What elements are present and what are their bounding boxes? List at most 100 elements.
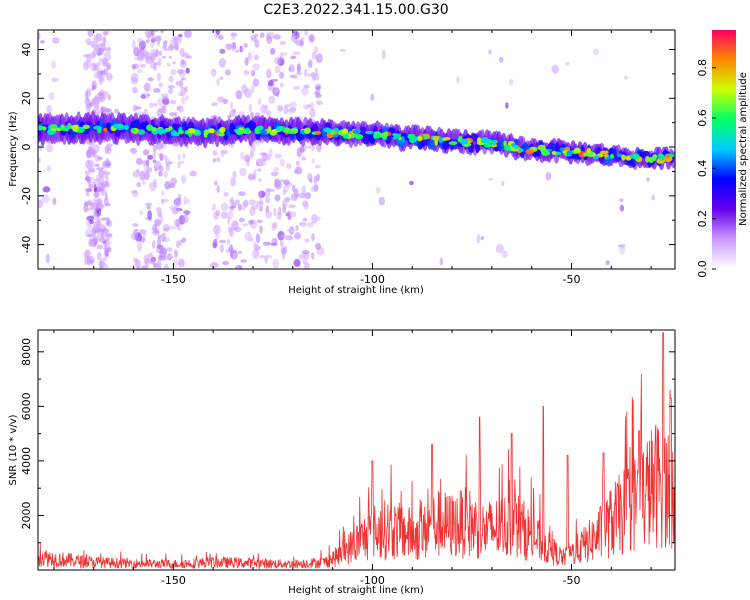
noise-cell xyxy=(82,61,89,71)
ridge-core-cell xyxy=(424,135,428,140)
snr-ylabel: SNR (10 * v/v) xyxy=(8,414,19,485)
noise-cell xyxy=(94,163,100,167)
noise-cell xyxy=(141,172,146,182)
noise-cell xyxy=(315,242,322,250)
noise-cell xyxy=(175,240,180,249)
noise-cell xyxy=(157,237,162,247)
noise-cell xyxy=(259,32,265,39)
ridge-core-cell xyxy=(174,132,180,137)
noise-cell xyxy=(87,255,95,265)
noise-cell xyxy=(178,33,183,38)
noise-cell xyxy=(103,92,109,98)
noise-cell xyxy=(219,76,224,81)
noise-cell xyxy=(132,189,139,198)
y-tick-label: 40 xyxy=(20,43,33,57)
noise-cell xyxy=(281,234,287,239)
noise-cell xyxy=(177,160,185,164)
noise-cell xyxy=(104,183,111,188)
ridge-core-cell xyxy=(207,128,215,134)
noise-cell xyxy=(288,64,295,73)
noise-cell xyxy=(85,188,93,193)
noise-cell xyxy=(161,190,165,196)
noise-cell xyxy=(88,147,93,151)
noise-cell xyxy=(160,232,166,243)
noise-cell xyxy=(285,163,292,169)
noise-cell xyxy=(181,214,189,224)
noise-cell xyxy=(137,242,143,252)
noise-cell xyxy=(265,154,271,161)
noise-cell xyxy=(294,232,302,240)
noise-cell xyxy=(132,64,136,70)
noise-cell xyxy=(269,47,276,55)
noise-cell xyxy=(163,40,168,44)
ridge-core-cell xyxy=(74,124,79,130)
noise-cell xyxy=(381,49,386,60)
noise-cell xyxy=(301,250,310,255)
ridge-core-cell xyxy=(59,127,69,131)
noise-cell xyxy=(185,95,189,101)
noise-cell xyxy=(93,184,97,193)
noise-cell xyxy=(89,242,93,248)
noise-cell xyxy=(141,181,147,185)
noise-cell xyxy=(228,227,234,237)
noise-cell xyxy=(238,217,245,223)
noise-cell xyxy=(139,63,146,68)
noise-cell xyxy=(156,72,161,82)
noise-cell xyxy=(106,64,112,70)
noise-cell xyxy=(157,170,163,177)
noise-cell xyxy=(263,105,269,110)
ridge-core-cell xyxy=(599,150,609,155)
noise-cell xyxy=(106,217,110,226)
x-tick-label: -50 xyxy=(563,574,581,587)
noise-cell xyxy=(92,149,97,158)
spectrogram-xlabel: Height of straight line (km) xyxy=(288,285,424,296)
ridge-core-cell xyxy=(477,137,482,144)
noise-cell xyxy=(217,96,225,103)
noise-cell xyxy=(83,100,91,105)
noise-cell xyxy=(258,178,262,183)
noise-cell xyxy=(488,177,493,181)
noise-cell xyxy=(82,54,90,58)
noise-cell xyxy=(265,210,273,219)
noise-cell xyxy=(215,209,221,216)
noise-cell xyxy=(107,247,112,253)
noise-cell xyxy=(104,233,113,238)
noise-cell xyxy=(170,99,177,105)
noise-cell xyxy=(168,183,176,189)
ridge-core-cell xyxy=(49,124,58,130)
noise-cell xyxy=(101,58,108,65)
noise-cell xyxy=(222,260,230,266)
ridge-core-cell xyxy=(551,151,557,155)
noise-cell xyxy=(178,153,181,161)
noise-cell xyxy=(103,68,109,76)
noise-cell xyxy=(89,202,95,211)
noise-cell xyxy=(303,104,310,110)
noise-cell xyxy=(141,230,147,237)
noise-cell xyxy=(107,45,111,55)
noise-cell xyxy=(314,73,320,81)
noise-cell xyxy=(114,108,120,114)
ridge-core-cell xyxy=(459,138,468,145)
noise-cell xyxy=(300,87,309,96)
noise-cell xyxy=(93,35,99,41)
noise-cell xyxy=(624,75,629,80)
noise-cell xyxy=(295,161,300,166)
noise-cell xyxy=(304,30,308,36)
noise-cell xyxy=(256,168,262,172)
ridge-core-cell xyxy=(325,128,332,134)
ridge-core-cell xyxy=(559,147,565,152)
noise-cell xyxy=(169,112,177,117)
noise-cell xyxy=(211,261,219,268)
ridge-core-cell xyxy=(245,127,250,133)
noise-cell xyxy=(212,238,218,248)
noise-cell xyxy=(152,30,159,33)
noise-cell xyxy=(378,196,385,206)
noise-cell xyxy=(96,216,100,224)
noise-cell xyxy=(230,32,238,37)
noise-cell xyxy=(215,30,221,35)
noise-cell xyxy=(215,231,219,241)
noise-cell xyxy=(106,146,112,151)
x-tick-label: -150 xyxy=(161,273,186,286)
noise-cell xyxy=(290,211,297,218)
